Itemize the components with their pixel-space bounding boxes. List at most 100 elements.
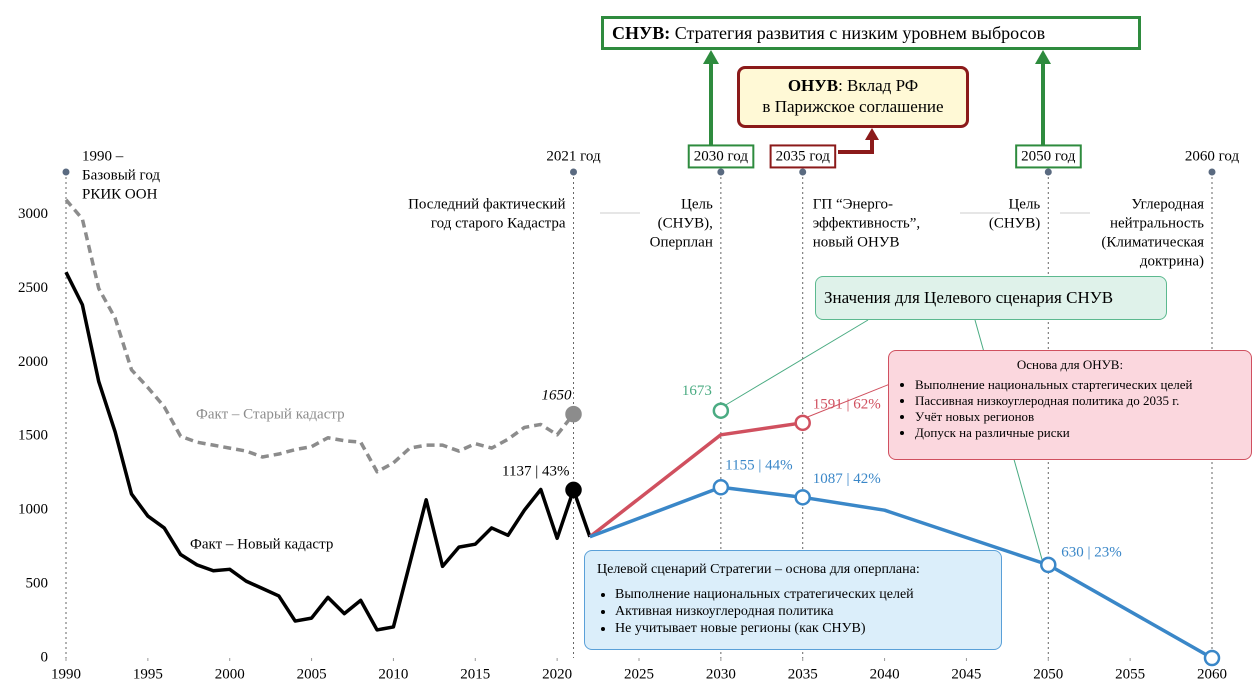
milestone-dot [1208,168,1216,176]
milestone-label: 2050 год [1021,148,1076,164]
milestone-dot [799,168,807,176]
milestone-note: (СНУВ), [658,215,713,231]
value-label: 1673 [682,383,712,399]
y-tick-label: 500 [26,576,49,592]
milestone-note: РКИК ООН [82,186,158,202]
data-point [565,481,582,499]
milestone-note: год старого Кадастра [431,215,566,231]
x-tick-label: 2035 [788,666,818,682]
list-item: Выполнение национальных стартегических ц… [915,377,1243,393]
x-tick-label: 2000 [215,666,245,682]
series-label: Факт – Новый кадастр [190,536,333,552]
list-item: Допуск на различные риски [915,425,1243,441]
box-title: Основа для ОНУВ: [1016,357,1124,372]
data-point [794,414,811,432]
value-label: 1591 | 62% [813,396,881,412]
milestone-label: 2060 год [1185,148,1240,164]
y-tick-label: 2000 [18,354,48,370]
x-tick-label: 2045 [951,666,981,682]
series-line [64,198,575,474]
milestone-dot [1044,168,1052,176]
value-label: 1155 | 44% [725,458,792,474]
list-item: Выполнение национальных стратегических ц… [615,586,989,603]
value-label: 1087 | 42% [813,471,881,487]
onuv-basis-box: Основа для ОНУВ: Выполнение национальных … [888,350,1252,460]
milestone-note: Цель [681,196,713,212]
arrow [838,138,874,154]
onuv-text: : Вклад РФ [838,76,919,95]
y-tick-label: 2500 [18,280,48,296]
box-title: Целевой сценарий Стратегии – основа для … [597,562,920,577]
milestone-note: ГП “Энерго- [813,196,893,212]
milestone-note: Последний фактический [408,196,565,212]
onuv-bold: ОНУВ [787,76,839,95]
arrow-head [703,50,719,64]
x-tick-label: 1995 [133,666,163,682]
milestone-label: 2035 год [776,148,831,164]
series-line [64,271,592,632]
x-tick-label: 2010 [378,666,408,682]
x-tick-label: 2025 [624,666,654,682]
milestone-label: 1990 – [82,148,124,164]
x-tick-label: 1990 [51,666,81,682]
arrow-head [1035,50,1051,64]
onuv-text: в Парижское соглашение [762,97,944,116]
milestone-dot [570,168,578,176]
x-tick-label: 2050 [1033,666,1063,682]
milestone-box [769,144,837,169]
milestone-note: Цель [1008,196,1040,212]
value-label: 630 | 23% [1061,544,1122,560]
series-line [588,421,803,539]
list: Выполнение национальных стратегических ц… [597,586,989,637]
value-label: 1650 [542,388,573,404]
data-point [794,489,811,506]
x-tick-label: 2015 [460,666,490,682]
data-point [712,479,730,496]
y-tick-label: 3000 [18,206,48,222]
milestone-label: 2021 год [546,148,601,164]
onuv-box: ОНУВ: Вклад РФ в Парижское соглашение [737,66,969,128]
milestone-note: доктрина) [1140,253,1204,269]
milestone-note: Базовый год [82,167,160,183]
series-line [589,485,1213,660]
x-tick-label: 2060 [1197,666,1227,682]
arrow-head [865,128,879,140]
x-tick-label: 2020 [542,666,572,682]
connector [799,379,901,421]
y-tick-label: 1000 [18,502,48,518]
y-tick-label: 1500 [18,428,48,444]
milestone-dot [717,168,725,176]
milestone-note: (Климатическая [1101,234,1204,250]
snuv-text: Стратегия развития с низким уровнем выбр… [674,23,1046,43]
series-label: Факт – Старый кадастр [196,406,345,422]
y-tick-label: 0 [41,649,49,665]
x-tick-label: 2040 [870,666,900,682]
data-point [712,402,730,419]
milestone-note: новый ОНУВ [813,234,900,250]
list-item: Учёт новых регионов [915,409,1243,425]
data-point [1203,649,1221,667]
connector [713,319,869,413]
x-tick-label: 2005 [297,666,327,682]
milestone-note: нейтральность [1110,215,1204,231]
milestone-box [1015,144,1082,169]
milestone-box [687,144,755,169]
list-item: Активная низкоуглеродная политика [615,603,989,620]
value-label: 1137 | 43% [502,463,569,479]
x-tick-label: 2030 [706,666,736,682]
snuv-box: СНУВ: Стратегия развития с низким уровне… [601,16,1141,50]
data-point [565,405,582,423]
milestone-note: (СНУВ) [989,215,1040,231]
strategy-box: Целевой сценарий Стратегии – основа для … [584,550,1002,650]
milestone-label: 2030 год [694,148,749,164]
target-values-box: Значения для Целевого сценария СНУВ [815,276,1167,320]
data-point [1040,556,1057,574]
milestone-note: эффективность”, [813,215,920,231]
list-item: Не учитывает новые регионы (как СНУВ) [615,620,989,637]
snuv-bold: СНУВ: [612,23,671,43]
x-tick-label: 2055 [1115,666,1145,682]
list-item: Пассивная низкоуглеродная политика до 20… [915,393,1243,409]
list: Выполнение национальных стартегических ц… [897,377,1243,441]
